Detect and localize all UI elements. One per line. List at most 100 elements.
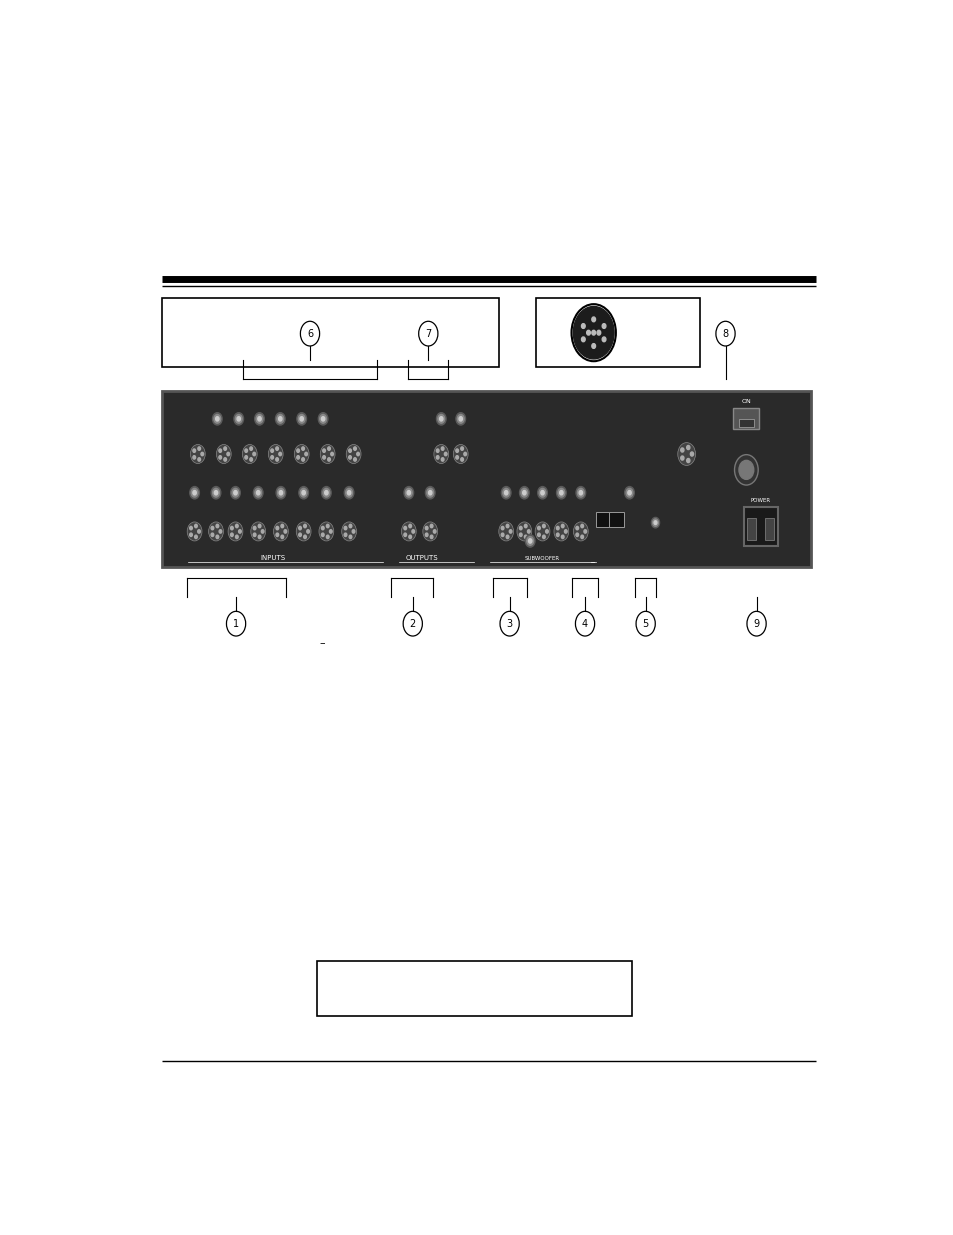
Circle shape (278, 452, 281, 456)
Text: 3: 3 (506, 619, 512, 629)
Circle shape (501, 487, 511, 499)
Circle shape (245, 456, 247, 459)
Circle shape (284, 530, 287, 534)
Circle shape (522, 490, 525, 495)
Circle shape (349, 456, 351, 459)
Circle shape (277, 488, 284, 496)
Bar (743, 506, 777, 546)
Circle shape (581, 337, 584, 342)
Circle shape (211, 526, 213, 530)
Circle shape (624, 487, 634, 499)
Circle shape (321, 526, 324, 530)
Circle shape (253, 534, 255, 536)
Circle shape (715, 321, 735, 346)
Circle shape (556, 526, 558, 530)
Text: 6: 6 (307, 329, 313, 338)
Circle shape (627, 490, 631, 495)
Circle shape (444, 452, 447, 456)
Circle shape (542, 525, 545, 527)
Circle shape (253, 452, 255, 456)
Circle shape (300, 321, 319, 346)
Circle shape (506, 535, 508, 538)
Circle shape (560, 535, 563, 538)
Circle shape (739, 461, 753, 479)
Circle shape (537, 526, 539, 530)
Circle shape (219, 530, 221, 534)
Bar (609, 511, 623, 527)
Circle shape (527, 530, 530, 534)
Circle shape (686, 446, 689, 450)
Circle shape (403, 534, 406, 536)
Circle shape (441, 458, 443, 461)
Circle shape (253, 526, 255, 530)
Circle shape (680, 456, 683, 461)
Circle shape (344, 526, 347, 530)
Circle shape (213, 415, 220, 424)
Circle shape (591, 317, 595, 322)
Text: 7: 7 (425, 329, 431, 338)
Circle shape (271, 450, 274, 452)
Circle shape (323, 488, 330, 496)
Circle shape (412, 530, 415, 534)
Circle shape (426, 488, 434, 496)
Circle shape (275, 487, 286, 499)
Circle shape (581, 324, 584, 329)
Circle shape (253, 487, 263, 499)
Circle shape (524, 535, 526, 538)
Circle shape (425, 526, 428, 530)
Circle shape (275, 447, 278, 451)
Circle shape (576, 487, 585, 499)
Circle shape (324, 490, 328, 495)
Circle shape (625, 488, 632, 496)
Circle shape (456, 456, 458, 459)
Circle shape (580, 525, 583, 527)
Circle shape (238, 530, 241, 534)
Circle shape (437, 415, 444, 424)
Circle shape (294, 445, 309, 463)
Circle shape (233, 490, 237, 495)
Circle shape (601, 337, 605, 342)
Circle shape (190, 526, 193, 530)
Circle shape (298, 526, 301, 530)
Circle shape (224, 458, 226, 461)
Circle shape (651, 517, 659, 527)
Circle shape (215, 535, 218, 538)
Circle shape (575, 611, 594, 636)
Circle shape (242, 445, 257, 463)
Circle shape (506, 525, 508, 527)
Circle shape (654, 521, 657, 525)
Circle shape (298, 487, 308, 499)
Bar (317, 961, 631, 1016)
Circle shape (318, 412, 328, 425)
Circle shape (232, 488, 238, 496)
Bar (162, 390, 810, 567)
Text: 5: 5 (642, 619, 648, 629)
Circle shape (191, 445, 205, 463)
Circle shape (245, 450, 247, 452)
Circle shape (278, 416, 282, 421)
Circle shape (542, 535, 545, 538)
Circle shape (235, 415, 242, 424)
Text: INPUTS: INPUTS (259, 555, 285, 561)
Circle shape (458, 416, 462, 421)
Circle shape (329, 530, 332, 534)
Circle shape (344, 534, 347, 536)
Circle shape (436, 412, 446, 425)
Circle shape (298, 415, 305, 424)
Circle shape (422, 522, 437, 541)
Circle shape (299, 416, 303, 421)
Circle shape (193, 490, 196, 495)
Circle shape (434, 445, 448, 463)
Circle shape (433, 530, 436, 534)
Text: OUTPUTS: OUTPUTS (405, 555, 437, 561)
Circle shape (331, 452, 334, 456)
Circle shape (276, 415, 283, 424)
Text: SUBWOOFER: SUBWOOFER (524, 556, 558, 561)
Circle shape (296, 412, 306, 425)
Circle shape (211, 534, 213, 536)
Circle shape (218, 450, 221, 452)
Text: 1: 1 (233, 619, 239, 629)
Circle shape (326, 525, 329, 527)
Circle shape (213, 488, 219, 496)
Bar (162, 299, 498, 367)
